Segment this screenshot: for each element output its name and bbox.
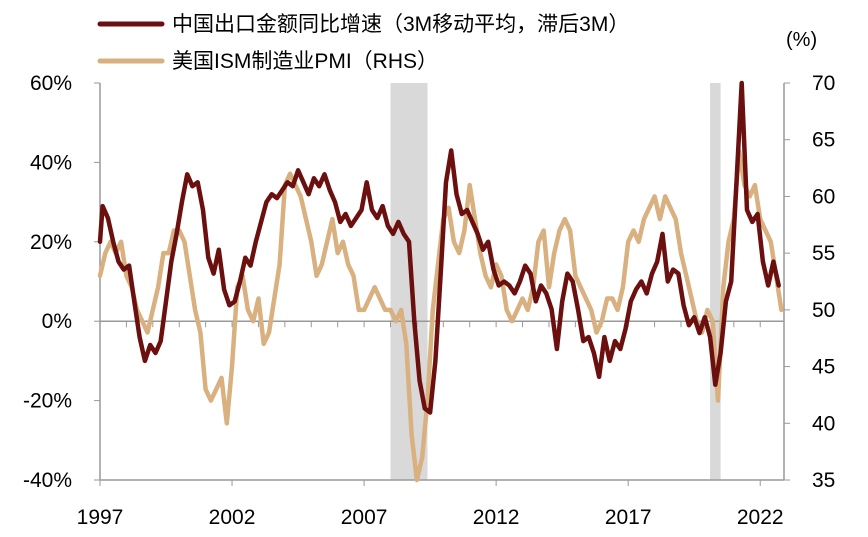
y-left-tick-label: 20%	[30, 231, 72, 254]
y-left-tick-label: 60%	[30, 72, 72, 95]
y-right-tick-label: 70	[812, 72, 835, 95]
x-tick-label: 2002	[209, 506, 256, 529]
legend: 中国出口金额同比增速（3M移动平均，滞后3M） 美国ISM制造业PMI（RHS）	[97, 13, 629, 73]
y-left-axis: -40% -20% 0% 20% 40% 60%	[23, 72, 101, 492]
x-tick-label: 2007	[341, 506, 388, 529]
y-left-tick-label: 40%	[30, 151, 72, 174]
x-axis: 1997 2002 2007 2012 2017 2022	[77, 320, 784, 529]
y-right-tick-label: 60	[812, 185, 835, 208]
x-tick-label: 2017	[605, 506, 652, 529]
y-left-tick-label: 0%	[42, 310, 72, 333]
y-right-axis-label: (%)	[786, 29, 817, 51]
y-right-tick-label: 45	[812, 356, 835, 379]
y-left-tick-label: -20%	[23, 390, 72, 413]
y-left-tick-label: -40%	[23, 469, 72, 492]
legend-label: 中国出口金额同比增速（3M移动平均，滞后3M）	[172, 13, 629, 36]
x-tick-label: 1997	[77, 506, 124, 529]
y-right-tick-label: 50	[812, 299, 835, 322]
y-right-tick-label: 55	[812, 242, 835, 265]
y-right-axis: 35 40 45 50 55 60 65 70	[783, 72, 835, 492]
x-tick-label: 2012	[473, 506, 520, 529]
x-tick-label: 2022	[737, 506, 784, 529]
legend-label: 美国ISM制造业PMI（RHS）	[172, 50, 438, 73]
y-right-tick-label: 35	[812, 469, 835, 492]
series-lines	[97, 80, 784, 483]
recession-band-1	[710, 83, 721, 480]
series-line-china-export	[97, 80, 781, 415]
y-right-tick-label: 40	[812, 412, 835, 435]
y-right-tick-label: 65	[812, 129, 835, 152]
